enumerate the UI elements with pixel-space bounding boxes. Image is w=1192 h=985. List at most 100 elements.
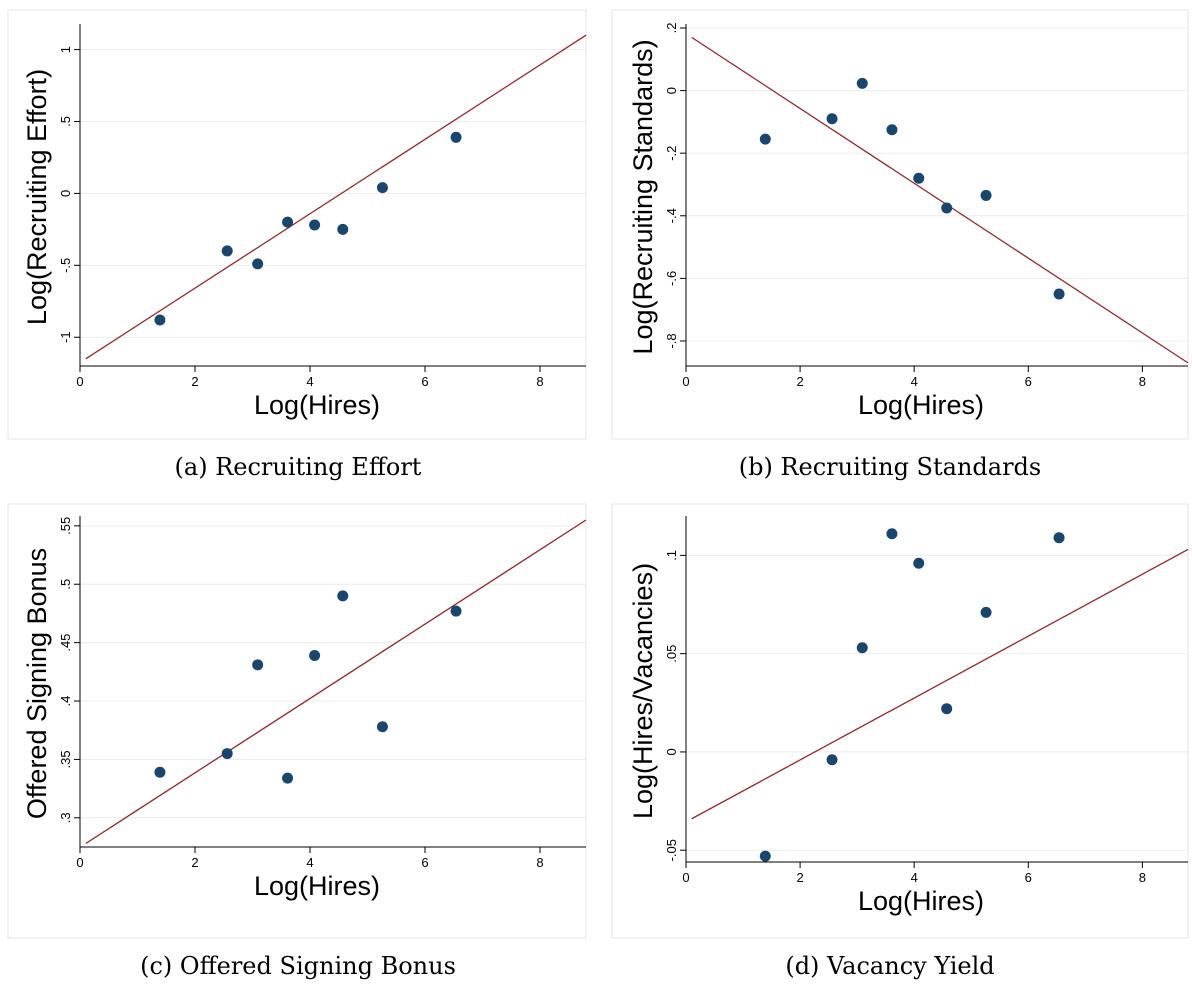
data-point: [309, 219, 321, 231]
data-point: [221, 748, 233, 760]
fitted-line: [85, 34, 587, 360]
x-tick-label: 8: [1139, 374, 1146, 389]
x-tick-label: 0: [682, 374, 689, 389]
x-tick-label: 2: [796, 870, 803, 885]
scatter-chart-offered-signing-bonus: .3 .35 .4 .45 .5 .55 0 2 4 6 8 Log(Hires) Offered Si…: [7, 503, 587, 939]
data-point: [1053, 288, 1065, 300]
x-tick-label: 4: [911, 870, 918, 885]
x-tick-label: 8: [536, 855, 543, 870]
y-tick-label: .3: [58, 812, 73, 823]
x-tick-label: 4: [306, 855, 313, 870]
y-tick-label: 0: [58, 190, 73, 197]
data-point: [337, 590, 349, 602]
caption-b: (b) Recruiting Standards: [738, 453, 1042, 481]
y-tick-label: -.6: [664, 271, 679, 286]
fitted-line: [691, 548, 1189, 820]
x-tick-label: 4: [306, 374, 313, 389]
data-point: [337, 223, 349, 235]
y-tick-label: .55: [58, 517, 73, 535]
data-point: [450, 131, 462, 143]
x-tick-label: 8: [1139, 870, 1146, 885]
x-tick-label: 2: [191, 855, 198, 870]
data-point: [154, 314, 166, 326]
caption-c: (c) Offered Signing Bonus: [140, 952, 456, 980]
data-point: [941, 703, 953, 715]
plot-frame: [7, 9, 587, 440]
data-point: [376, 182, 388, 194]
caption-d: (d) Vacancy Yield: [785, 952, 995, 980]
x-tick-label: 6: [1025, 374, 1032, 389]
chart-panel-c: .3 .35 .4 .45 .5 .55 0 2 4 6 8 Log(Hires) Offered Si…: [0, 494, 596, 985]
x-axis-title: Log(Hires): [254, 390, 380, 420]
y-tick-label: .4: [58, 696, 73, 707]
x-tick-label: 0: [76, 374, 83, 389]
data-point: [913, 172, 925, 184]
x-tick-label: 2: [796, 374, 803, 389]
fitted-line: [85, 519, 587, 845]
y-tick-label: .5: [58, 116, 73, 127]
data-point: [913, 557, 925, 569]
data-point: [856, 642, 868, 654]
data-point: [282, 216, 294, 228]
x-axis-title: Log(Hires): [254, 871, 380, 901]
y-tick-label: -.8: [664, 333, 679, 348]
y-tick-label: .1: [664, 550, 679, 561]
scatter-chart-vacancy-yield: -.050.05.10 2 4 6 8Log(Hires)Log(Hires/Vacan…: [611, 503, 1189, 939]
y-tick-label: .2: [664, 23, 679, 34]
data-point: [154, 766, 166, 778]
y-axis-title: Log(Recruiting Effort): [22, 69, 52, 325]
x-tick-label: 0: [682, 870, 689, 885]
y-axis-title: Log(Recruiting Standards): [628, 39, 658, 354]
x-tick-label: 6: [421, 374, 428, 389]
data-point: [980, 189, 992, 201]
data-point: [826, 754, 838, 766]
data-point: [282, 772, 294, 784]
y-tick-label: -.5: [58, 258, 73, 273]
data-point: [252, 659, 264, 671]
y-tick-label: -.05: [664, 839, 679, 861]
y-tick-label: .05: [664, 645, 679, 663]
y-tick-label: -1: [58, 331, 73, 343]
data-point: [376, 721, 388, 733]
chart-panel-a: -1 -.5 0 .5 1 0 2 4 6 8 Log(Hires) Log(Recruiting E…: [0, 0, 596, 491]
chart-panel-b: -.8 -.6 -.4 -.2 0 .2 0 2 4 6 8 Log(Hires) Log(Recrui…: [600, 0, 1192, 491]
x-axis-title: Log(Hires): [858, 390, 984, 420]
y-tick-label: .35: [58, 750, 73, 768]
data-point: [759, 133, 771, 145]
data-point: [856, 77, 868, 89]
x-tick-label: 0: [76, 855, 83, 870]
x-axis-title: Log(Hires): [858, 886, 984, 916]
data-point: [980, 606, 992, 618]
y-tick-label: 0: [664, 748, 679, 755]
data-point: [941, 202, 953, 214]
y-tick-label: -.4: [664, 208, 679, 223]
data-point: [886, 124, 898, 136]
y-axis-title: Log(Hires/Vacancies): [628, 563, 658, 819]
data-point: [759, 850, 771, 862]
plot-frame: [611, 9, 1189, 440]
data-point: [221, 245, 233, 257]
scatter-chart-recruiting-effort: -1 -.5 0 .5 1 0 2 4 6 8 Log(Hires) Log(Recruiting E…: [7, 9, 587, 440]
plot-frame: [7, 503, 587, 939]
data-point: [886, 528, 898, 540]
data-point: [450, 605, 462, 617]
data-point: [252, 258, 264, 270]
data-point: [1053, 532, 1065, 544]
y-tick-label: .5: [58, 579, 73, 590]
y-tick-label: 0: [664, 87, 679, 94]
y-axis-title: Offered Signing Bonus: [22, 548, 52, 819]
x-tick-label: 6: [1025, 870, 1032, 885]
chart-panel-d: -.05 0.05.1 0 2 4 6 8 Log(Hires) Log(Hires/Vacan…: [600, 494, 1192, 985]
scatter-chart-recruiting-standards: -.8 -.6 -.4 -.2 0 .2 0 2 4 6 8 Log(Hires) Log(Recrui…: [611, 9, 1189, 440]
caption-a: (a) Recruiting Effort: [174, 453, 422, 481]
fitted-line: [691, 36, 1189, 364]
data-point: [309, 649, 321, 661]
x-tick-label: 8: [536, 374, 543, 389]
x-tick-label: 4: [911, 374, 918, 389]
x-tick-label: 6: [421, 855, 428, 870]
y-tick-label: .45: [58, 634, 73, 652]
plot-frame: [611, 503, 1189, 939]
y-tick-label: -.2: [664, 146, 679, 161]
y-tick-label: 1: [58, 46, 73, 53]
data-point: [826, 113, 838, 125]
